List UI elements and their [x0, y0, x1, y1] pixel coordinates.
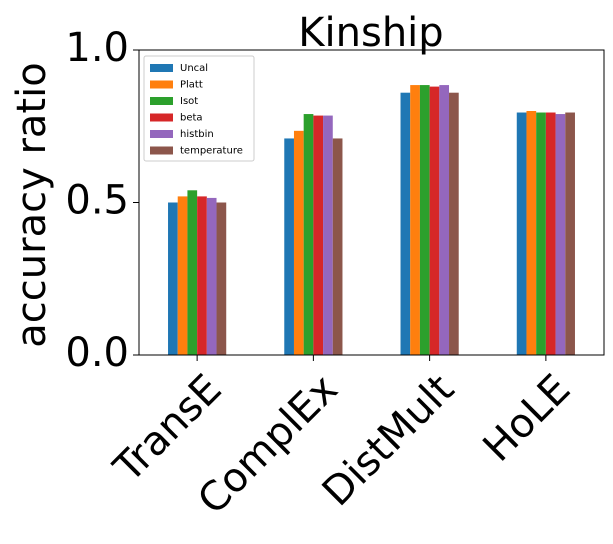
bar-beta-hole	[545, 112, 556, 356]
bar-uncal-transe	[168, 202, 178, 355]
legend-swatch	[150, 113, 173, 122]
bar-beta-transe	[197, 196, 207, 355]
y-axis-label: accuracy ratio	[9, 62, 55, 347]
bar-temperature-complex	[332, 138, 343, 355]
y-tick-label: 1.0	[65, 25, 129, 71]
bar-platt-distmult	[410, 85, 420, 355]
legend-swatch	[150, 130, 173, 138]
legend: Uncal Platt Isot beta histbin temperature	[143, 55, 255, 162]
bar-histbin-complex	[323, 115, 333, 355]
bar-histbin-hole	[555, 114, 566, 355]
legend-label: beta	[180, 113, 203, 124]
x-tick-label: HoLE	[475, 366, 580, 471]
bar-marks	[168, 85, 575, 356]
y-axis: 0.0 0.5 1.0	[65, 25, 139, 376]
bar-histbin-distmult	[439, 85, 450, 355]
legend-label: Uncal	[180, 63, 208, 74]
legend-swatch	[150, 64, 173, 72]
bar-uncal-complex	[284, 138, 294, 355]
legend-label: temperature	[180, 146, 243, 157]
legend-swatch	[150, 80, 173, 89]
legend-label: histbin	[180, 129, 214, 140]
bar-isot-distmult	[419, 85, 430, 355]
bar-platt-hole	[526, 111, 537, 355]
bar-platt-complex	[293, 130, 304, 355]
bar-isot-transe	[187, 190, 198, 355]
bar-temperature-distmult	[449, 92, 459, 355]
bar-isot-complex	[303, 114, 314, 355]
legend-swatch	[150, 146, 173, 155]
legend-swatch	[150, 97, 173, 105]
legend-label: Platt	[180, 80, 203, 91]
chart-title: Kinship	[298, 10, 443, 56]
bar-platt-transe	[177, 196, 188, 355]
bar-temperature-hole	[565, 112, 575, 356]
y-tick-label: 0.0	[65, 330, 129, 376]
bar-beta-distmult	[429, 86, 440, 355]
bar-histbin-transe	[206, 197, 217, 355]
bar-isot-hole	[536, 112, 546, 356]
legend-label: Isot	[180, 96, 198, 107]
bar-uncal-hole	[516, 112, 527, 356]
y-tick-label: 0.5	[65, 178, 129, 224]
bar-temperature-transe	[216, 202, 227, 355]
bar-beta-complex	[313, 115, 324, 355]
bar-uncal-distmult	[400, 92, 411, 355]
